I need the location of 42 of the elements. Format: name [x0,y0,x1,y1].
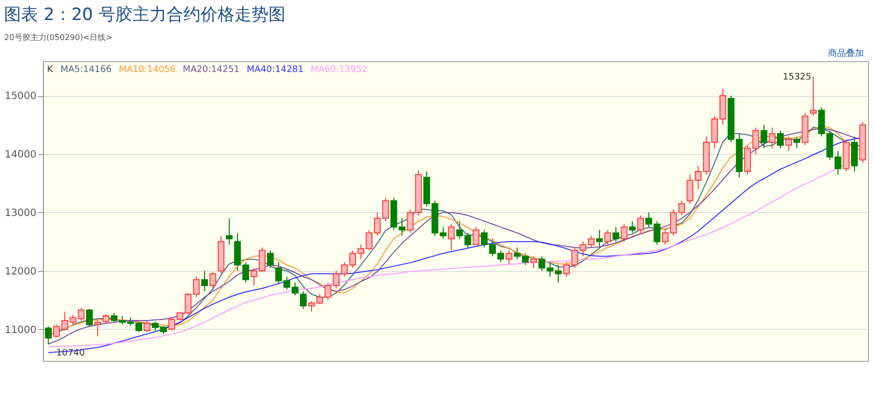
chart-subtitle: 20号胶主力(050290)<日线> [4,33,112,42]
candlestick [612,226,620,242]
candlestick [300,290,307,310]
candlestick [851,136,858,172]
text: MA5:14166 [60,65,112,76]
text: 商品叠加 [828,48,864,60]
candlestick [506,250,512,266]
candlestick [448,224,455,251]
legend-title: K [46,65,54,76]
candlestick [596,229,603,248]
y-tick-label: 11000 [4,324,36,336]
candlestick [102,314,110,324]
candlestick [209,272,216,289]
candlestick [86,308,93,327]
candlestick [201,270,208,292]
text: MA20:14251 [182,65,240,76]
candlestick [604,229,612,246]
chart-title: 图表 2：20 号胶主力合约价格走势图 [4,5,286,26]
candlestick [793,136,800,149]
candlestick [267,250,274,268]
text: MA10:14056 [118,65,176,76]
candlestick [768,127,776,149]
y-tick-label: 15000 [4,91,36,102]
candlestick [760,124,768,149]
candlestick [530,256,538,268]
candlestick [94,320,102,337]
annotation: 10740 [56,348,86,358]
text: MA40:14281 [246,65,304,76]
candlestick [628,220,636,234]
text: MA60:13952 [310,65,368,76]
candlestick [620,224,628,242]
y-tick-label: 13000 [4,208,36,219]
y-tick-label: 14000 [4,150,36,161]
candlestick [44,326,52,345]
annotation: 15325 [782,72,812,83]
y-tick-label: 12000 [4,266,36,278]
candlestick [637,214,644,234]
candlestick [472,226,480,246]
candlestick [777,130,784,149]
candlestick [785,136,792,152]
candlestick [144,320,150,333]
candlestick [810,76,817,117]
